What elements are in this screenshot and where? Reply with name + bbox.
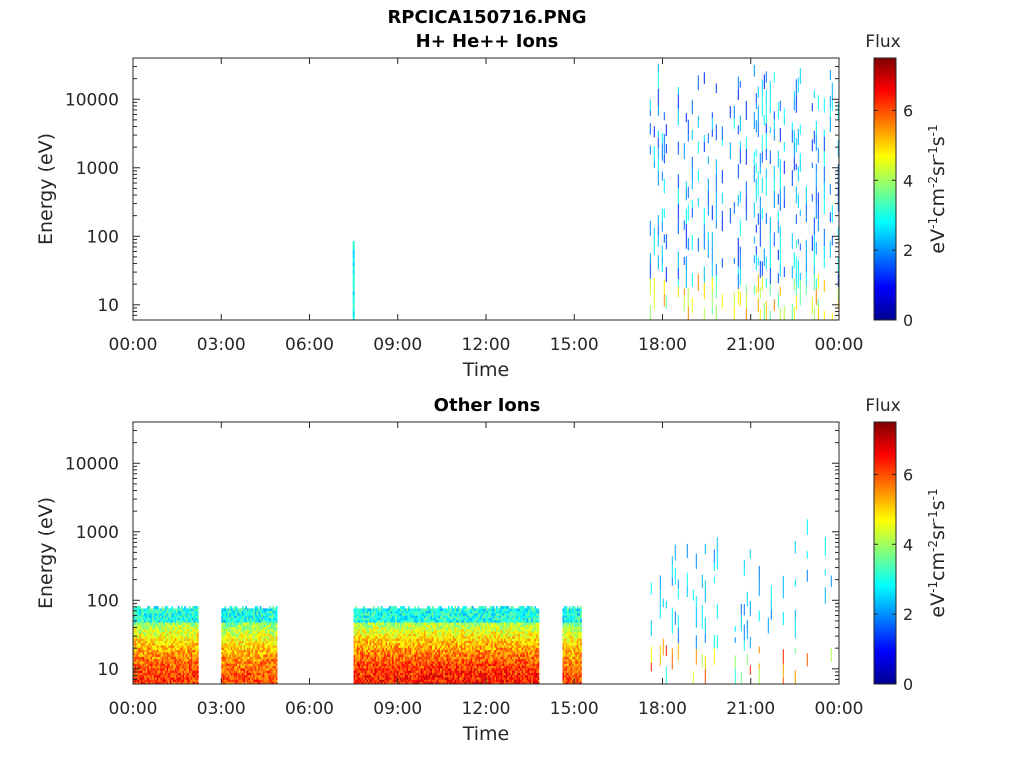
colorbar-tick-label: 0 — [903, 311, 913, 330]
y-tick-label: 1000 — [76, 523, 119, 543]
spectrogram-data — [352, 63, 839, 320]
x-tick-label: 06:00 — [285, 699, 334, 719]
colorbar-units-label: eV-1cm-2sr-1s-1 — [926, 124, 949, 253]
x-tick-label: 12:00 — [462, 335, 511, 355]
colorbar-tick-label: 4 — [903, 535, 913, 554]
panel-1-title: H+ He++ Ions — [415, 31, 559, 52]
x-tick-label: 00:00 — [109, 335, 158, 355]
x-axis-label: Time — [462, 359, 510, 381]
y-tick-label: 100 — [87, 591, 119, 611]
figure-title: RPCICA150716.PNG — [387, 7, 587, 28]
x-tick-label: 12:00 — [462, 699, 511, 719]
x-tick-label: 03:00 — [197, 335, 246, 355]
colorbar: Flux 0 2 4 6 eV-1cm-2sr-1s-1 — [865, 396, 949, 694]
x-axis-label: Time — [462, 723, 510, 745]
colorbar-tick-label: 2 — [903, 605, 913, 624]
colorbar-tick-label: 2 — [903, 241, 913, 260]
colorbar-units-label: eV-1cm-2sr-1s-1 — [926, 488, 949, 617]
x-tick-label: 09:00 — [373, 335, 422, 355]
plot-area — [133, 58, 839, 320]
x-tick-label: 15:00 — [550, 699, 599, 719]
colorbar-tick-label: 4 — [903, 171, 913, 190]
x-tick-label: 06:00 — [285, 335, 334, 355]
panel-h-he-ions: 00:00 03:00 06:00 09:00 12:00 15:00 18:00 21:00… — [35, 32, 949, 381]
colorbar-tick-label: 6 — [903, 465, 913, 484]
x-tick-label: 03:00 — [197, 699, 246, 719]
x-tick-label: 18:00 — [638, 335, 687, 355]
colorbar-tick-label: 6 — [903, 101, 913, 120]
flux-region-0 — [133, 606, 199, 685]
y-tick-label: 1000 — [76, 159, 119, 179]
x-tick-label: 18:00 — [638, 699, 687, 719]
colorbar-title: Flux — [865, 396, 900, 416]
x-tick-label: 00:00 — [815, 699, 864, 719]
x-tick-label: 09:00 — [373, 699, 422, 719]
x-tick-label: 21:00 — [726, 335, 775, 355]
flux-region-1 — [221, 606, 278, 685]
flux-region-0 — [352, 241, 355, 320]
y-tick-label: 10 — [97, 660, 119, 680]
colorbar-title: Flux — [865, 32, 900, 52]
colorbar-gradient — [873, 57, 897, 321]
panel-other-ions: 00:00 03:00 06:00 09:00 12:00 15:00 18:00 21:00… — [35, 396, 949, 745]
y-tick-label: 100 — [87, 227, 119, 247]
y-tick-label: 10 — [97, 296, 119, 316]
y-axis-label: Energy (eV) — [35, 133, 57, 245]
flux-region-2 — [353, 606, 540, 685]
x-tick-label: 15:00 — [550, 335, 599, 355]
colorbar-gradient — [873, 421, 897, 685]
x-tick-label: 00:00 — [109, 699, 158, 719]
y-tick-label: 10000 — [65, 90, 119, 110]
flux-region-3 — [562, 606, 582, 685]
y-axis-label: Energy (eV) — [35, 497, 57, 609]
x-tick-label: 00:00 — [815, 335, 864, 355]
flux-region-1 — [649, 63, 839, 320]
colorbar-tick-label: 0 — [903, 675, 913, 694]
x-tick-label: 21:00 — [726, 699, 775, 719]
panel-2-title: Other Ions — [433, 395, 541, 416]
spectrogram-data — [133, 519, 832, 685]
y-tick-label: 10000 — [65, 454, 119, 474]
colorbar: Flux 0 2 4 6 eV-1cm-2sr-1s-1 — [865, 32, 949, 330]
flux-region-4 — [650, 519, 832, 684]
